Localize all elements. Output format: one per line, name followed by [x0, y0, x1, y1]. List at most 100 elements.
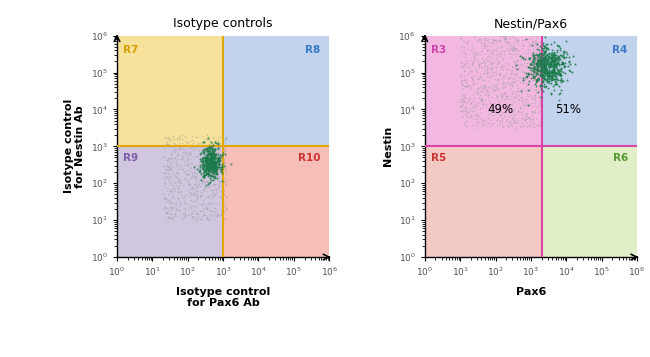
- Point: [507, 51, 517, 56]
- Point: [492, 61, 502, 67]
- Point: [551, 61, 561, 67]
- Point: [529, 63, 539, 69]
- Point: [201, 161, 211, 166]
- Point: [549, 61, 560, 67]
- Point: [536, 58, 546, 64]
- Point: [200, 196, 210, 201]
- Point: [197, 178, 207, 184]
- Point: [192, 188, 203, 194]
- Point: [221, 136, 231, 141]
- Point: [523, 78, 534, 84]
- Point: [208, 170, 218, 176]
- Point: [536, 65, 546, 71]
- Point: [547, 74, 558, 79]
- Point: [549, 59, 560, 65]
- Point: [202, 179, 213, 185]
- Point: [543, 56, 554, 61]
- Point: [187, 137, 198, 143]
- Point: [203, 154, 213, 160]
- Point: [526, 67, 536, 73]
- Point: [492, 117, 502, 123]
- Point: [536, 67, 546, 73]
- Point: [209, 212, 220, 218]
- Point: [547, 55, 557, 61]
- Point: [546, 91, 556, 97]
- Point: [475, 92, 486, 98]
- Point: [171, 205, 181, 211]
- Point: [510, 95, 521, 100]
- Point: [540, 43, 551, 49]
- Point: [459, 95, 469, 101]
- Point: [460, 76, 470, 82]
- Point: [541, 61, 552, 67]
- Point: [538, 72, 548, 78]
- Point: [541, 45, 551, 51]
- Point: [520, 99, 530, 105]
- Point: [220, 171, 231, 177]
- Point: [535, 98, 545, 104]
- Point: [543, 57, 553, 63]
- Point: [190, 203, 200, 209]
- Point: [551, 64, 561, 70]
- Point: [207, 189, 218, 195]
- Point: [480, 92, 490, 98]
- Point: [534, 123, 544, 129]
- Point: [207, 147, 217, 153]
- Point: [503, 50, 514, 56]
- Point: [203, 163, 214, 169]
- Point: [194, 159, 204, 165]
- Point: [202, 162, 212, 168]
- Point: [506, 47, 517, 53]
- Point: [501, 118, 512, 124]
- Point: [504, 106, 514, 112]
- Bar: [424, 36, 541, 146]
- Point: [203, 184, 213, 190]
- Point: [458, 37, 468, 43]
- Point: [206, 158, 216, 164]
- Point: [190, 211, 201, 216]
- Point: [462, 41, 473, 47]
- Point: [521, 83, 531, 89]
- Point: [172, 143, 183, 149]
- Point: [209, 168, 220, 174]
- Point: [549, 73, 559, 79]
- Point: [198, 169, 209, 175]
- Point: [207, 152, 218, 158]
- Point: [547, 59, 557, 64]
- Point: [181, 138, 192, 144]
- Point: [199, 212, 209, 217]
- Point: [489, 87, 500, 93]
- Point: [540, 65, 550, 70]
- Point: [541, 56, 552, 62]
- Point: [197, 213, 207, 219]
- Point: [538, 74, 548, 79]
- Point: [475, 116, 486, 122]
- Point: [209, 217, 219, 222]
- Point: [459, 98, 469, 104]
- Point: [528, 56, 538, 62]
- Point: [547, 64, 558, 69]
- Point: [209, 181, 220, 186]
- Point: [535, 107, 545, 112]
- Point: [176, 176, 186, 182]
- Point: [516, 87, 526, 93]
- Point: [477, 45, 488, 50]
- Point: [198, 160, 209, 165]
- Point: [519, 124, 529, 129]
- Point: [457, 92, 467, 98]
- Point: [548, 64, 558, 69]
- Point: [220, 199, 231, 205]
- Point: [534, 60, 544, 66]
- Point: [517, 98, 527, 104]
- Point: [164, 214, 175, 220]
- Point: [189, 213, 200, 219]
- Point: [204, 160, 214, 165]
- Point: [185, 182, 195, 188]
- Point: [220, 201, 230, 207]
- Point: [160, 142, 170, 147]
- Point: [474, 71, 485, 77]
- Point: [217, 153, 228, 159]
- Point: [207, 150, 218, 156]
- Point: [482, 71, 493, 76]
- Point: [205, 164, 216, 169]
